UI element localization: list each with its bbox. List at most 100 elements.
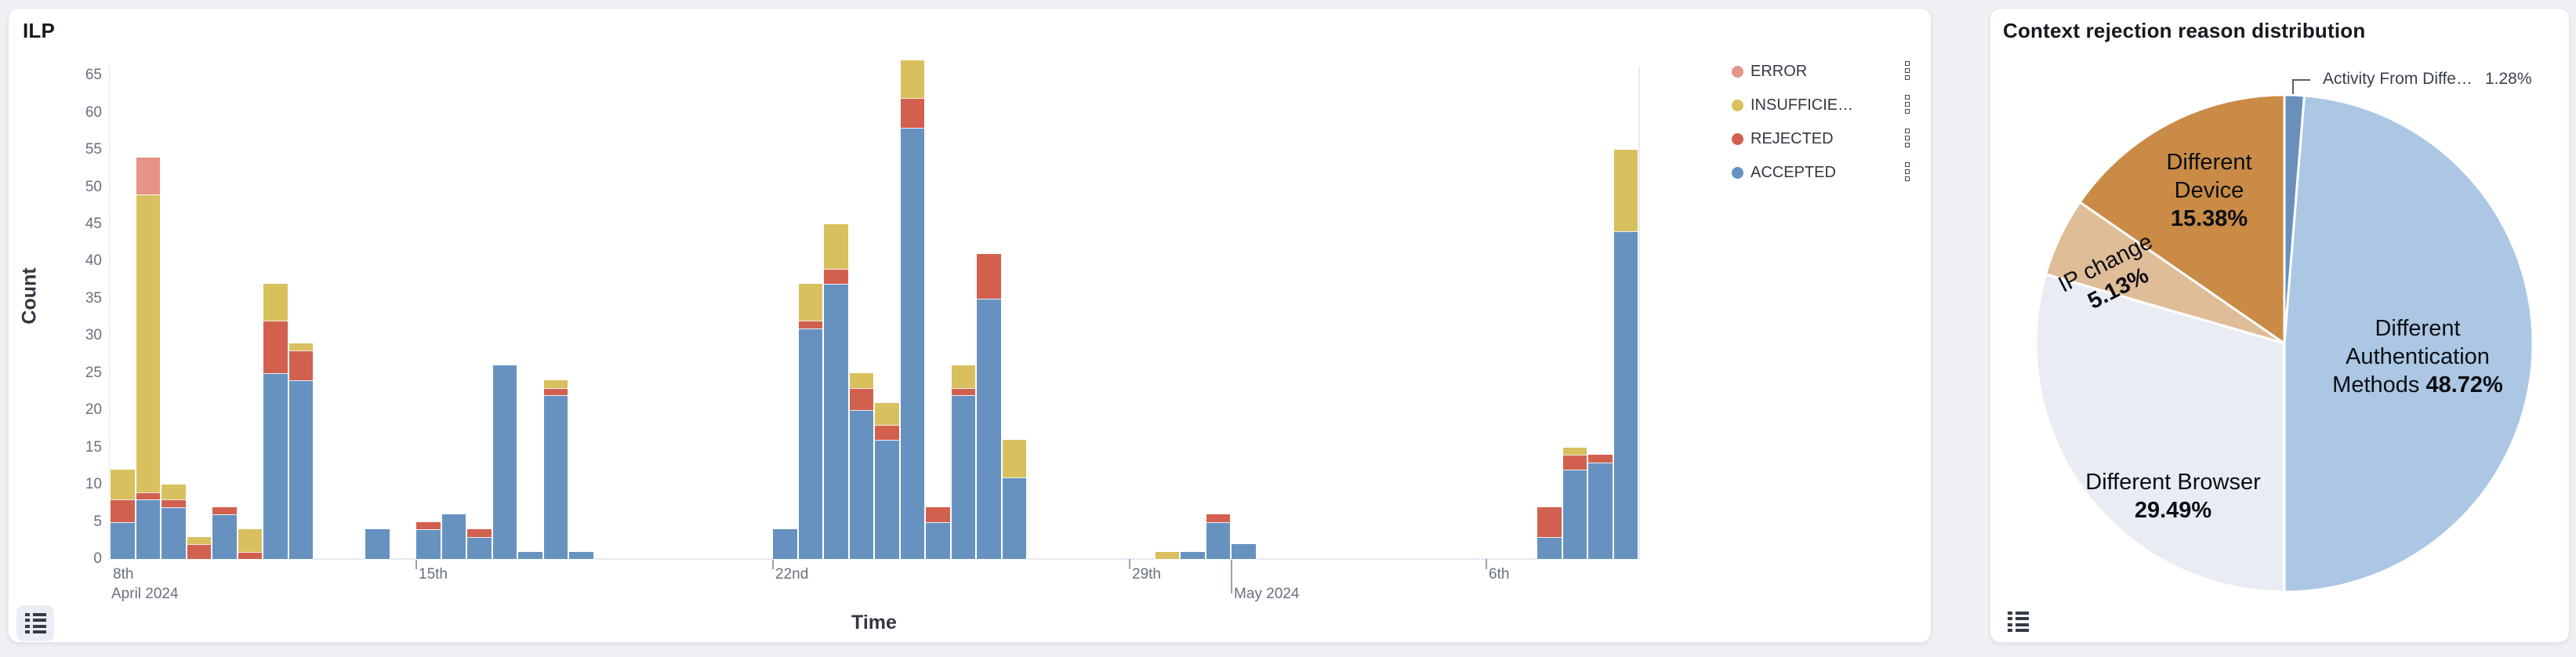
bar-segment-rejected[interactable] [874, 424, 900, 441]
bar-segment-rejected[interactable] [1562, 454, 1587, 471]
bar-segment-rejected[interactable] [797, 320, 823, 329]
bar-segment-insufficient[interactable] [823, 223, 849, 270]
bar-segment-rejected[interactable] [186, 543, 212, 560]
bar-segment-accepted[interactable] [1562, 469, 1587, 560]
bar-segment-rejected[interactable] [823, 267, 849, 285]
ilp-bar-chart-plot: 0 5 10 15 20 25 30 35 40 45 50 55 60 65 8th April 2024 1… [85, 60, 1640, 602]
bar-segment-accepted[interactable] [823, 282, 849, 560]
bar-segment-error[interactable] [135, 156, 161, 195]
bar-segment-rejected[interactable] [466, 528, 492, 538]
bar-segment-accepted[interactable] [1231, 543, 1257, 560]
bar-segment-rejected[interactable] [263, 320, 288, 374]
bar-segment-accepted[interactable] [161, 506, 187, 560]
x-axis-tick-label: 6th [1489, 566, 1510, 583]
bar-segment-accepted[interactable] [1205, 521, 1231, 560]
y-axis-tick-label: 55 [85, 141, 102, 158]
bar-segment-insufficient[interactable] [263, 282, 288, 322]
bar-segment-insufficient[interactable] [135, 193, 161, 493]
legend-toggle-button[interactable] [16, 605, 54, 641]
bar-segment-accepted[interactable] [1001, 476, 1027, 560]
bar-segment-accepted[interactable] [874, 439, 900, 560]
bar-segment-accepted[interactable] [441, 514, 466, 560]
legend-item-menu-icon[interactable] [1905, 95, 1910, 114]
bar-segment-insufficient[interactable] [542, 379, 568, 389]
bar-segment-accepted[interactable] [925, 521, 951, 560]
bar-segment-accepted[interactable] [542, 394, 568, 560]
bar-segment-accepted[interactable] [110, 521, 136, 560]
pie-legend-toggle-icon[interactable] [2008, 612, 2029, 632]
bar-segment-rejected[interactable] [237, 550, 263, 561]
pie-slice-different-browser[interactable] [2034, 272, 2286, 593]
bar-segment-rejected[interactable] [950, 387, 976, 397]
legend-item-rejected[interactable]: REJECTED [1732, 127, 1834, 151]
bar-segment-accepted[interactable] [466, 535, 492, 561]
legend-item-menu-icon[interactable] [1905, 129, 1910, 147]
y-axis-tick-label: 50 [85, 178, 102, 195]
bar-segment-insufficient[interactable] [288, 342, 314, 352]
y-axis-tick-label: 10 [85, 476, 102, 493]
bar-segment-insufficient[interactable] [237, 528, 263, 553]
bar-segment-accepted[interactable] [415, 528, 441, 560]
bar-segment-rejected[interactable] [1587, 454, 1613, 463]
bar-segment-accepted[interactable] [848, 409, 874, 560]
bar-segment-insufficient[interactable] [1154, 550, 1180, 561]
legend-item-menu-icon[interactable] [1905, 162, 1910, 181]
legend-item-accepted[interactable]: ACCEPTED [1732, 161, 1836, 184]
bar-segment-rejected[interactable] [135, 491, 161, 501]
bar-segment-accepted[interactable] [492, 365, 517, 560]
bar-segment-insufficient[interactable] [899, 60, 925, 99]
bar-segment-rejected[interactable] [110, 499, 136, 523]
bar-segment-insufficient[interactable] [874, 401, 900, 427]
bar-segment-rejected[interactable] [899, 96, 925, 129]
bar-segment-insufficient[interactable] [848, 372, 874, 389]
bar-segment-accepted[interactable] [797, 327, 823, 560]
bar-segment-insufficient[interactable] [161, 484, 187, 501]
bar-segment-accepted[interactable] [135, 499, 161, 560]
bar-segment-rejected[interactable] [1205, 513, 1231, 523]
bar-segment-rejected[interactable] [161, 499, 187, 508]
y-axis-tick-label: 45 [85, 215, 102, 232]
legend-item-error[interactable]: ERROR [1732, 60, 1807, 83]
bar-segment-accepted[interactable] [1587, 461, 1613, 560]
bar-segment-accepted[interactable] [1537, 535, 1562, 561]
legend-item-insufficie[interactable]: INSUFFICIE… [1732, 93, 1853, 117]
bar-segment-accepted[interactable] [212, 514, 238, 560]
bar-segment-insufficient[interactable] [1562, 446, 1587, 456]
bar-segment-accepted[interactable] [263, 372, 288, 561]
bar-segment-rejected[interactable] [976, 252, 1002, 299]
bar-segment-rejected[interactable] [925, 506, 951, 523]
bar-segment-accepted[interactable] [568, 550, 594, 561]
bar-segment-accepted[interactable] [1613, 230, 1638, 560]
bar-segment-insufficient[interactable] [110, 469, 136, 501]
bar-segment-accepted[interactable] [950, 394, 976, 560]
pie-slice-different-device[interactable] [2078, 93, 2286, 346]
bar-segment-accepted[interactable] [976, 297, 1002, 560]
bar-segment-rejected[interactable] [848, 387, 874, 412]
pie-annotation-value: 1.28% [2484, 70, 2532, 88]
bar-segment-accepted[interactable] [288, 379, 314, 560]
bar-segment-rejected[interactable] [542, 387, 568, 397]
bar-segment-rejected[interactable] [288, 350, 314, 382]
bar-segment-insufficient[interactable] [1001, 439, 1027, 478]
x-axis-tick-mark [415, 559, 417, 569]
bar-segment-accepted[interactable] [772, 528, 798, 560]
y-axis-tick-label: 60 [85, 103, 102, 121]
bar-segment-insufficient[interactable] [186, 535, 212, 546]
bar-segment-insufficient[interactable] [797, 282, 823, 322]
legend-item-label: REJECTED [1751, 129, 1834, 147]
legend-item-menu-icon[interactable] [1905, 61, 1910, 80]
bar-segment-rejected[interactable] [415, 521, 441, 531]
bar-segment-rejected[interactable] [212, 506, 238, 516]
bar-segment-accepted[interactable] [365, 528, 390, 560]
y-axis-tick-label: 25 [85, 364, 102, 381]
bar-segment-accepted[interactable] [899, 126, 925, 560]
pie-slice-different-authentication-methods[interactable] [2283, 94, 2534, 593]
bar-segment-insufficient[interactable] [950, 365, 976, 389]
x-axis-tick-mark [1486, 559, 1487, 569]
bar-segment-accepted[interactable] [517, 550, 543, 561]
bar-segment-rejected[interactable] [1537, 506, 1562, 538]
bar-segment-accepted[interactable] [1180, 550, 1206, 561]
y-axis-tick-label: 40 [85, 252, 102, 270]
bar-segment-insufficient[interactable] [1613, 149, 1638, 233]
x-axis-tick-label: May 2024 [1234, 586, 1300, 602]
